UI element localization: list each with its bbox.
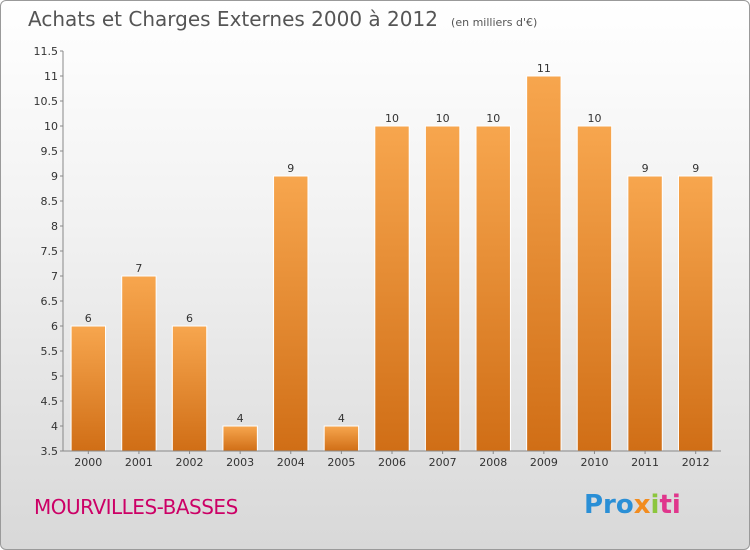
y-tick-label: 8: [51, 220, 58, 233]
x-tick-label: 2007: [429, 456, 457, 469]
y-tick-label: 4: [51, 420, 58, 433]
data-label-2005: 4: [338, 412, 345, 425]
y-tick-label: 10: [44, 120, 58, 133]
data-label-2011: 9: [642, 162, 649, 175]
x-tick-label: 2004: [277, 456, 305, 469]
x-tick-label: 2010: [580, 456, 608, 469]
y-tick-label: 3.5: [41, 445, 59, 458]
bar-2012: [677, 175, 714, 452]
x-tick-label: 2005: [327, 456, 355, 469]
title-row: Achats et Charges Externes 2000 à 2012 (…: [28, 7, 537, 31]
data-label-2007: 10: [436, 112, 450, 125]
x-tick-label: 2011: [631, 456, 659, 469]
y-tick-label: 11: [44, 70, 58, 83]
bar-2010: [576, 125, 613, 452]
bar-2009: [526, 75, 562, 452]
data-label-2008: 10: [486, 112, 500, 125]
y-tick-label: 6.5: [41, 295, 59, 308]
y-tick-label: 4.5: [41, 395, 59, 408]
y-tick-label: 9: [51, 170, 58, 183]
bar-2001: [121, 275, 157, 452]
chart-unit: (en milliers d'€): [451, 16, 538, 29]
x-tick-label: 2001: [125, 456, 153, 469]
chart-title: Achats et Charges Externes 2000 à 2012: [28, 7, 438, 31]
place-name: MOURVILLES-BASSES: [34, 495, 238, 519]
x-tick-label: 2003: [226, 456, 254, 469]
bar-2005: [323, 425, 360, 452]
bar-2003: [222, 425, 258, 452]
x-tick-label: 2006: [378, 456, 406, 469]
y-tick-label: 5.5: [41, 345, 59, 358]
data-label-2001: 7: [135, 262, 142, 275]
y-tick-label: 7: [51, 270, 58, 283]
data-label-2003: 4: [237, 412, 244, 425]
bar-2007: [424, 125, 461, 452]
proxiti-logo: Proxiti: [584, 490, 681, 520]
data-label-2009: 11: [537, 62, 551, 75]
data-label-2006: 10: [385, 112, 399, 125]
y-tick-label: 10.5: [34, 95, 59, 108]
bar-2008: [475, 125, 511, 452]
data-label-2012: 9: [692, 162, 699, 175]
bar-2011: [627, 175, 663, 452]
x-tick-label: 2002: [176, 456, 204, 469]
data-label-2002: 6: [186, 312, 193, 325]
bar-2000: [70, 325, 107, 452]
bar-2002: [171, 325, 208, 452]
y-tick-label: 11.5: [34, 45, 59, 58]
bar-2004: [273, 175, 309, 452]
bar-2006: [374, 125, 410, 452]
y-tick-label: 8.5: [41, 195, 59, 208]
y-tick-label: 9.5: [41, 145, 59, 158]
data-label-2010: 10: [587, 112, 601, 125]
x-tick-label: 2012: [682, 456, 710, 469]
x-tick-label: 2000: [74, 456, 102, 469]
x-tick-label: 2009: [530, 456, 558, 469]
y-tick-label: 6: [51, 320, 58, 333]
data-label-2000: 6: [85, 312, 92, 325]
x-tick-label: 2008: [479, 456, 507, 469]
y-tick-label: 7.5: [41, 245, 59, 258]
data-label-2004: 9: [287, 162, 294, 175]
y-tick-label: 5: [51, 370, 58, 383]
